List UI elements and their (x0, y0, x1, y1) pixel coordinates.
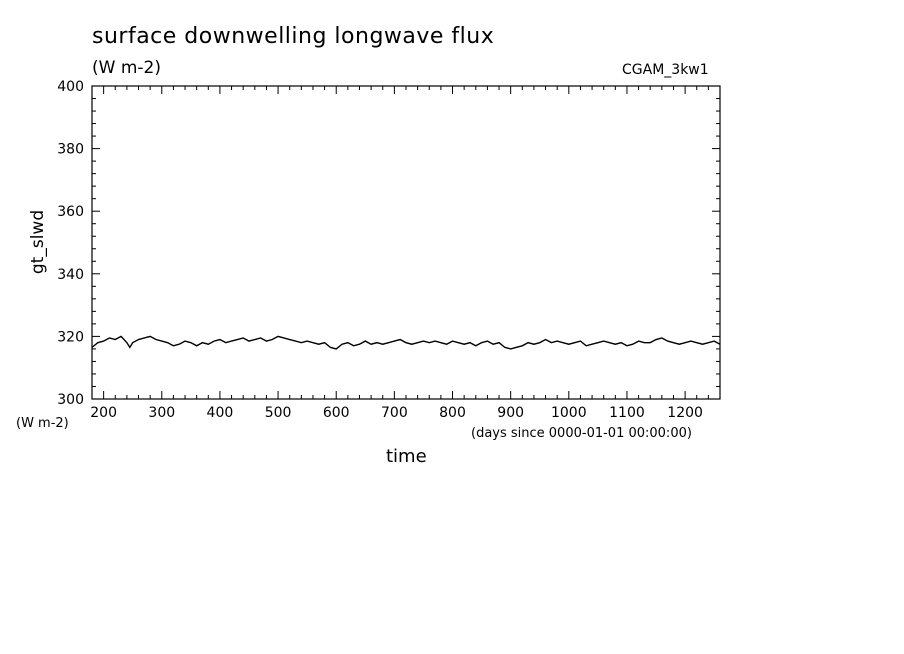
x-axis-unit: (days since 0000-01-01 00:00:00) (471, 426, 692, 441)
y-tick-label: 400 (57, 79, 84, 95)
x-tick-label: 400 (207, 405, 234, 421)
x-axis-label: time (386, 446, 427, 467)
x-tick-label: 900 (497, 405, 524, 421)
x-tick-label: 200 (90, 405, 117, 421)
y-tick-label: 320 (57, 329, 84, 345)
chart-title: surface downwelling longwave flux (92, 24, 495, 49)
y-tick-label: 360 (57, 204, 84, 220)
y-axis-unit: (W m-2) (16, 416, 69, 431)
x-tick-label: 300 (148, 405, 175, 421)
x-tick-label: 600 (323, 405, 350, 421)
chart-subtitle: (W m-2) (92, 58, 161, 78)
y-tick-label: 380 (57, 142, 84, 158)
series-line (91, 335, 721, 350)
run-label: CGAM_3kw1 (622, 62, 709, 78)
y-tick-label: 300 (57, 392, 84, 408)
x-tick-label: 500 (265, 405, 292, 421)
x-tick-label: 1200 (667, 405, 703, 421)
tick-labels: 200 300 400 500 600 700 800 900 1000 1100 1200 300 3… (57, 79, 703, 421)
plot-frame (91, 85, 721, 400)
x-tick-label: 1000 (551, 405, 587, 421)
x-tick-label: 700 (381, 405, 408, 421)
x-tick-label: 800 (439, 405, 466, 421)
x-tick-label: 1100 (609, 405, 645, 421)
y-tick-label: 340 (57, 267, 84, 283)
axis-ticks (91, 85, 721, 400)
